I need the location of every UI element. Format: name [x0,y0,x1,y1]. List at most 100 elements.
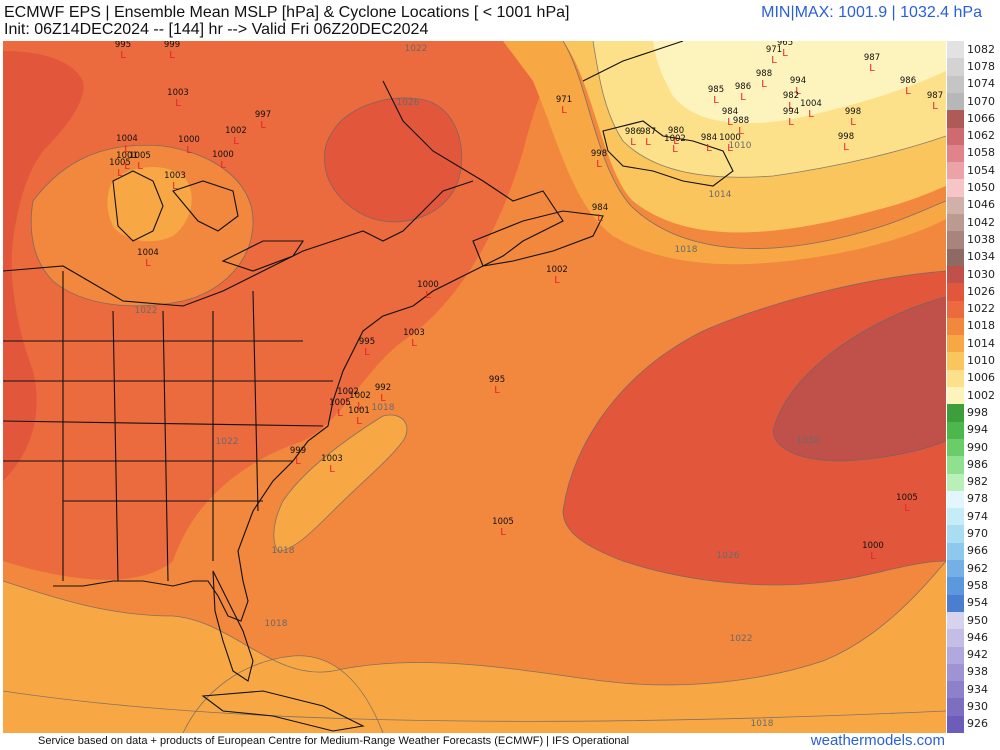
cyclone-pressure: 982 [783,91,799,101]
cyclone-pressure: 1004 [137,248,159,258]
cyclone-pressure: 987 [864,53,880,63]
low-symbol: L [500,527,506,538]
colorbar-label: 1002 [967,388,995,402]
brand-link[interactable]: weathermodels.com [810,732,945,749]
cyclone-pressure: 1003 [167,88,189,98]
colorbar-label: 1010 [967,354,995,368]
cyclone-pressure: 1000 [417,280,439,290]
colorbar-swatch [947,629,964,647]
cyclone-pressure: 995 [359,337,375,347]
colorbar-swatch [947,681,964,699]
colorbar-swatch [947,421,964,440]
colorbar-label: 1070 [967,94,995,108]
cyclone-pressure: 1001 [348,406,370,416]
low-symbol: L [727,143,733,154]
low-symbol: L [932,101,938,112]
cyclone-pressure: 984 [701,133,717,143]
low-symbol: L [788,101,794,112]
isobar-label-layer: 1022 1026 1010 1014 1018 1022 1018 1022 1030 1018… [135,44,820,729]
colorbar-label: 970 [967,527,988,541]
colorbar-swatch [947,715,964,734]
colorbar-swatch [947,663,964,682]
colorbar-swatch [947,75,964,94]
cyclone-pressure: 1005 [129,151,151,161]
cyclone-pressure: 987 [927,91,943,101]
cyclone-pressure: 988 [756,69,772,79]
colorbar-label: 954 [967,596,988,610]
colorbar-swatch [947,92,964,111]
cyclone-pressure: 1002 [664,134,686,144]
colorbar-label: 978 [967,492,988,506]
colorbar-swatch [947,162,964,180]
cyclone-pressure: 1000 [719,133,741,143]
low-symbol: L [673,136,679,147]
cyclone-pressure: 997 [255,110,271,120]
low-symbol: L [869,63,875,74]
colorbar-swatch [947,265,964,284]
colorbar-swatch [947,300,964,319]
colorbar-label: 1006 [967,371,995,385]
low-symbol: L [124,161,130,172]
footer-credit: Service based on data + products of Euro… [38,735,630,747]
cyclone-pressure: 986 [900,76,916,86]
cyclone-pressure: 988 [733,116,749,126]
cyclone-pressure: 984 [592,203,608,213]
low-symbol: L [124,144,130,155]
low-symbol: L [771,55,777,66]
cyclone-pressure: 1000 [862,541,884,551]
region-1030-atlantic-high [773,297,946,461]
isobar-label: 1022 [216,437,239,447]
colorbar-swatch [947,196,964,215]
cyclone-pressure: 999 [290,446,306,456]
colorbar-swatch [947,560,964,578]
colorbar-swatch [947,58,964,77]
cuba [201,690,365,732]
low-symbol: L [329,464,335,475]
cyclone-pressure: 1000 [178,135,200,145]
cyclone-pressure: 985 [708,85,724,95]
isobar-label: 1018 [751,719,774,729]
chart-title: ECMWF EPS | Ensemble Mean MSLP [hPa] & C… [4,4,570,21]
low-symbol: L [782,48,788,59]
cyclone-pressure: 998 [845,107,861,117]
low-symbol: L [738,126,744,137]
colorbar-label: 1074 [967,77,995,91]
colorbar-swatch [947,525,964,544]
cyclone-pressure: 1002 [349,391,371,401]
pressure-shading [3,41,946,733]
low-symbol: L [260,120,266,131]
colorbar-label: 1022 [967,302,995,316]
colorbar-label: 974 [967,509,988,523]
isobar-label: 1018 [675,245,698,255]
region-1018-michigan [107,166,192,242]
cyclone-pressure: 980 [668,126,684,136]
cyclone-pressure: 998 [591,149,607,159]
low-symbol: L [356,416,362,427]
low-symbol: L [706,143,712,154]
great-lakes [112,170,305,272]
low-symbol: L [175,98,181,109]
state-lines-2 [3,340,333,502]
colorbar-label: 1014 [967,336,995,350]
nova-scotia [472,210,604,267]
cyclone-pressure: 1000 [212,150,234,160]
low-symbol: L [645,137,651,148]
isobar-label: 1018 [265,619,288,629]
colorbar-swatch [947,594,964,613]
cyclone-pressure: 1002 [337,387,359,397]
colorbar-label: 1030 [967,267,995,281]
